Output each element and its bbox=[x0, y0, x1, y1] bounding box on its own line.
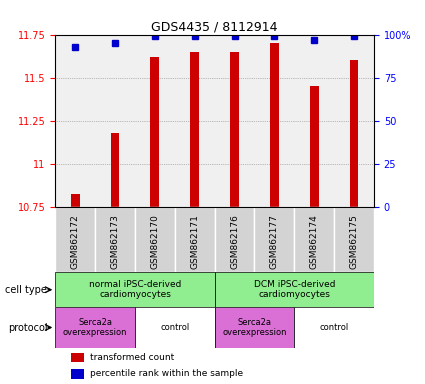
FancyBboxPatch shape bbox=[255, 207, 294, 272]
Title: GDS4435 / 8112914: GDS4435 / 8112914 bbox=[151, 20, 278, 33]
Bar bbox=[230, 52, 239, 207]
Text: GSM862170: GSM862170 bbox=[150, 214, 159, 269]
FancyBboxPatch shape bbox=[135, 207, 175, 272]
Text: GSM862174: GSM862174 bbox=[310, 214, 319, 268]
FancyBboxPatch shape bbox=[175, 207, 215, 272]
Text: control: control bbox=[320, 323, 349, 332]
Text: Serca2a
overexpression: Serca2a overexpression bbox=[222, 318, 287, 337]
FancyBboxPatch shape bbox=[55, 272, 215, 307]
Text: GSM862172: GSM862172 bbox=[71, 214, 79, 268]
Bar bbox=[110, 133, 119, 207]
Text: control: control bbox=[160, 323, 190, 332]
FancyBboxPatch shape bbox=[55, 307, 135, 348]
Text: normal iPSC-derived
cardiomyocytes: normal iPSC-derived cardiomyocytes bbox=[89, 280, 181, 300]
FancyBboxPatch shape bbox=[55, 207, 95, 272]
FancyBboxPatch shape bbox=[294, 207, 334, 272]
Bar bbox=[190, 52, 199, 207]
Text: GSM862171: GSM862171 bbox=[190, 214, 199, 269]
Text: percentile rank within the sample: percentile rank within the sample bbox=[90, 369, 244, 378]
FancyBboxPatch shape bbox=[215, 307, 294, 348]
Bar bbox=[71, 194, 79, 207]
Text: GSM862176: GSM862176 bbox=[230, 214, 239, 269]
Bar bbox=[350, 61, 358, 207]
Text: cell type: cell type bbox=[6, 285, 47, 295]
FancyBboxPatch shape bbox=[95, 207, 135, 272]
Bar bbox=[270, 43, 279, 207]
Bar bbox=[71, 369, 84, 379]
Text: Serca2a
overexpression: Serca2a overexpression bbox=[63, 318, 128, 337]
Text: GSM862173: GSM862173 bbox=[110, 214, 119, 269]
Bar bbox=[71, 353, 84, 362]
FancyBboxPatch shape bbox=[334, 207, 374, 272]
Text: transformed count: transformed count bbox=[90, 353, 175, 362]
Text: GSM862177: GSM862177 bbox=[270, 214, 279, 269]
FancyBboxPatch shape bbox=[294, 307, 374, 348]
Text: protocol: protocol bbox=[8, 323, 47, 333]
Text: GSM862175: GSM862175 bbox=[350, 214, 359, 269]
FancyBboxPatch shape bbox=[215, 272, 374, 307]
Bar bbox=[150, 57, 159, 207]
Text: DCM iPSC-derived
cardiomyocytes: DCM iPSC-derived cardiomyocytes bbox=[254, 280, 335, 300]
FancyBboxPatch shape bbox=[215, 207, 255, 272]
Bar bbox=[310, 86, 319, 207]
FancyBboxPatch shape bbox=[135, 307, 215, 348]
